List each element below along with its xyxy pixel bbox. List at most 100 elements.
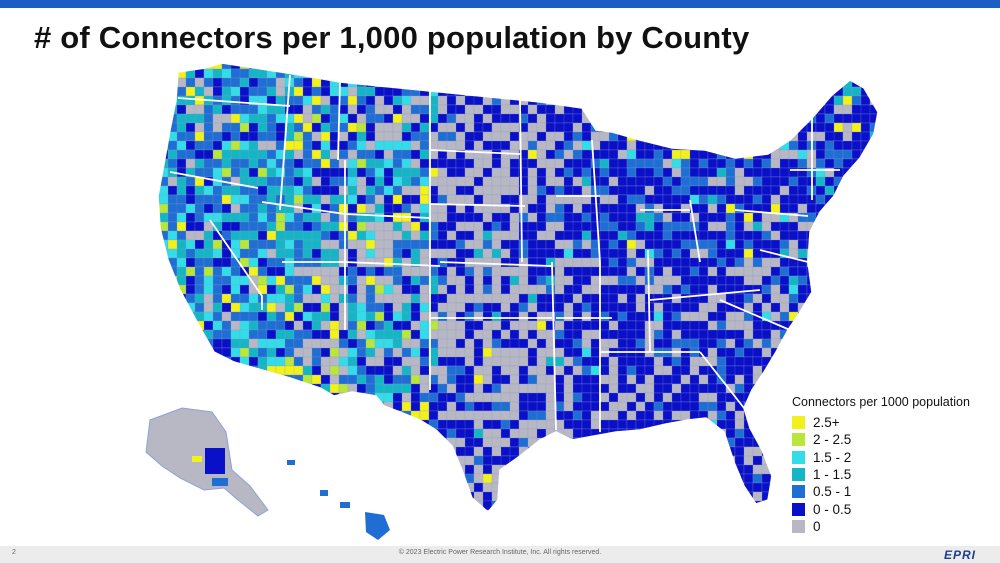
county-cell: [590, 275, 601, 286]
county-cell: [716, 338, 727, 349]
county-cell: [302, 239, 313, 250]
county-cell: [761, 104, 772, 115]
county-cell: [725, 473, 736, 484]
county-cell: [392, 446, 412, 457]
county-cell: [158, 248, 160, 259]
county-cell: [437, 176, 448, 187]
county-cell: [266, 212, 277, 223]
county-cell: [554, 221, 565, 232]
county-cell: [158, 131, 169, 142]
county-cell: [248, 77, 259, 88]
county-cell: [383, 248, 394, 259]
county-cell: [482, 77, 502, 88]
county-cell: [851, 356, 862, 367]
county-cell: [482, 392, 493, 403]
county-cell: [401, 455, 412, 466]
county-cell: [194, 266, 205, 277]
county-cell: [788, 77, 799, 88]
county-cell: [329, 482, 340, 493]
county-cell: [770, 293, 781, 304]
county-cell: [779, 374, 790, 385]
county-cell: [851, 95, 862, 106]
county-cell: [410, 275, 421, 286]
county-cell: [338, 473, 349, 484]
county-cell: [725, 113, 736, 124]
county-cell: [716, 158, 727, 169]
county-cell: [626, 320, 637, 331]
county-cell: [203, 509, 214, 512]
county-cell: [311, 338, 322, 349]
county-cell: [879, 231, 888, 240]
county-cell: [528, 519, 546, 528]
county-cell: [293, 266, 304, 277]
county-cell: [689, 122, 700, 133]
county-cell: [626, 311, 637, 322]
county-cell: [689, 194, 700, 205]
county-cell: [329, 437, 340, 448]
county-cell: [410, 248, 421, 259]
county-cell: [608, 392, 619, 403]
county-cell: [761, 437, 772, 448]
county-cell: [158, 392, 178, 403]
county-cell: [716, 239, 727, 250]
county-cell: [537, 519, 555, 528]
county-cell: [644, 437, 655, 448]
county-cell: [743, 212, 754, 223]
county-cell: [158, 212, 160, 223]
county-cell: [464, 464, 475, 475]
county-cell: [761, 221, 772, 232]
county-cell: [365, 482, 376, 493]
county-cell: [356, 293, 367, 304]
county-cell: [752, 104, 763, 115]
county-cell: [851, 230, 862, 241]
county-cell: [284, 338, 295, 349]
county-cell: [653, 338, 664, 349]
county-cell: [437, 410, 448, 421]
county-cell: [464, 446, 475, 457]
county-cell: [869, 149, 878, 160]
county-cell: [356, 140, 367, 151]
county-cell: [284, 356, 295, 367]
county-cell: [824, 104, 835, 115]
county-cell: [563, 473, 574, 484]
county-cell: [842, 122, 853, 133]
county-cell: [293, 464, 304, 475]
county-cell: [842, 257, 862, 268]
county-cell: [833, 338, 853, 349]
county-cell: [617, 122, 637, 133]
county-cell: [374, 365, 385, 376]
county-cell: [761, 131, 772, 142]
county-cell: [698, 104, 709, 115]
county-cell: [644, 95, 655, 106]
county-cell: [518, 509, 529, 512]
county-cell: [320, 500, 331, 511]
county-cell: [482, 176, 493, 187]
county-cell: [302, 149, 313, 160]
county-cell: [167, 140, 178, 151]
county-cell: [653, 428, 664, 439]
county-cell: [266, 509, 286, 512]
county-cell: [653, 365, 664, 376]
county-cell: [168, 519, 186, 528]
county-cell: [311, 176, 322, 187]
county-cell: [338, 293, 349, 304]
county-cell: [869, 239, 878, 250]
county-cell: [491, 257, 502, 268]
county-cell: [392, 149, 403, 160]
county-cell: [671, 257, 682, 268]
county-cell: [500, 230, 511, 241]
county-cell: [248, 428, 268, 439]
county-cell: [590, 95, 610, 106]
county-cell: [824, 68, 844, 79]
county-cell: [185, 275, 196, 286]
county-cell: [725, 482, 736, 493]
county-cell: [248, 311, 259, 322]
county-cell: [608, 176, 619, 187]
county-cell: [734, 275, 745, 286]
county-cell: [491, 392, 502, 403]
county-cell: [329, 194, 340, 205]
county-cell: [653, 464, 664, 475]
county-cell: [212, 329, 223, 340]
county-cell: [581, 275, 592, 286]
county-cell: [879, 78, 888, 87]
